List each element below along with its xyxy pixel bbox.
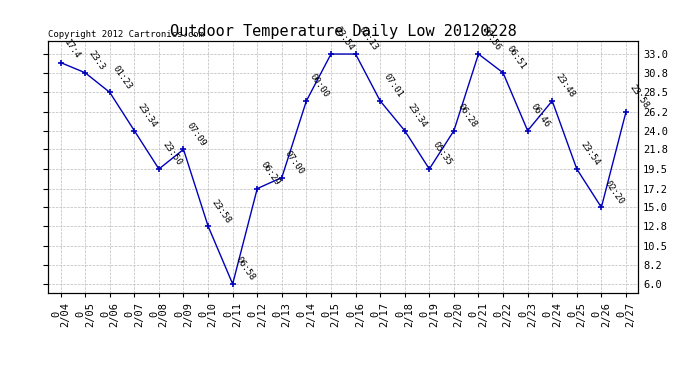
Text: 23:34: 23:34 — [406, 102, 429, 129]
Text: 23:58: 23:58 — [210, 198, 233, 225]
Text: 02:13: 02:13 — [357, 26, 380, 53]
Text: 07:00: 07:00 — [283, 149, 306, 176]
Text: 06:56: 06:56 — [480, 26, 502, 53]
Text: 05:35: 05:35 — [431, 141, 453, 168]
Text: 01:23: 01:23 — [111, 64, 134, 91]
Text: 23:34: 23:34 — [136, 102, 159, 129]
Text: 06:28: 06:28 — [455, 102, 478, 129]
Text: 00:00: 00:00 — [308, 72, 331, 99]
Text: 02:20: 02:20 — [603, 179, 626, 206]
Text: 07:01: 07:01 — [382, 72, 404, 99]
Text: 23:50: 23:50 — [160, 141, 183, 168]
Text: 23:58: 23:58 — [627, 83, 650, 111]
Text: 07:09: 07:09 — [185, 121, 208, 148]
Text: 06:29: 06:29 — [259, 160, 282, 187]
Text: 23:54: 23:54 — [333, 26, 355, 53]
Text: 06:51: 06:51 — [504, 44, 527, 71]
Text: 06:46: 06:46 — [529, 102, 552, 129]
Title: Outdoor Temperature Daily Low 20120228: Outdoor Temperature Daily Low 20120228 — [170, 24, 517, 39]
Text: 23:3: 23:3 — [86, 49, 106, 71]
Text: 17:4: 17:4 — [62, 38, 81, 61]
Text: Copyright 2012 Cartronics.com: Copyright 2012 Cartronics.com — [48, 30, 204, 39]
Text: 23:48: 23:48 — [553, 72, 576, 99]
Text: 06:58: 06:58 — [234, 255, 257, 283]
Text: 23:54: 23:54 — [578, 141, 601, 168]
